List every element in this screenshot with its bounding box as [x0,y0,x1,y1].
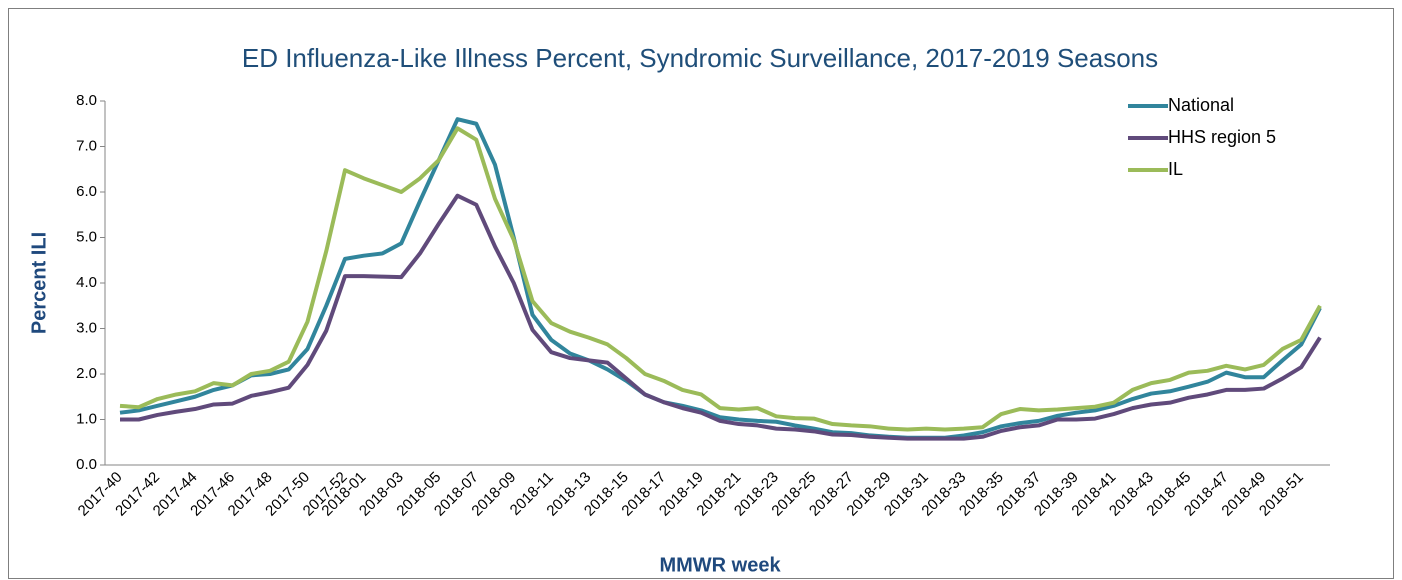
chart-border [8,8,1394,579]
legend-label: HHS region 5 [1168,127,1276,147]
series-line [119,117,1322,440]
chart-title: ED Influenza-Like Illness Percent, Syndr… [242,43,1158,73]
x-axis-title: MMWR week [659,554,781,576]
y-axis-title: Percent ILI [28,232,50,334]
y-tick-label: 5.0 [76,228,97,245]
y-tick-label: 4.0 [76,274,97,291]
y-tick-label: 7.0 [76,137,97,154]
y-tick-label: 2.0 [76,365,97,382]
legend-label: IL [1168,159,1183,179]
y-tick-label: 1.0 [76,410,97,427]
y-tick-label: 8.0 [76,92,97,109]
y-tick-label: 0.0 [76,456,97,473]
y-tick-label: 3.0 [76,319,97,336]
series-line [120,193,1322,441]
legend-label: National [1168,95,1234,115]
series-line [119,126,1322,432]
y-tick-label: 6.0 [76,183,97,200]
